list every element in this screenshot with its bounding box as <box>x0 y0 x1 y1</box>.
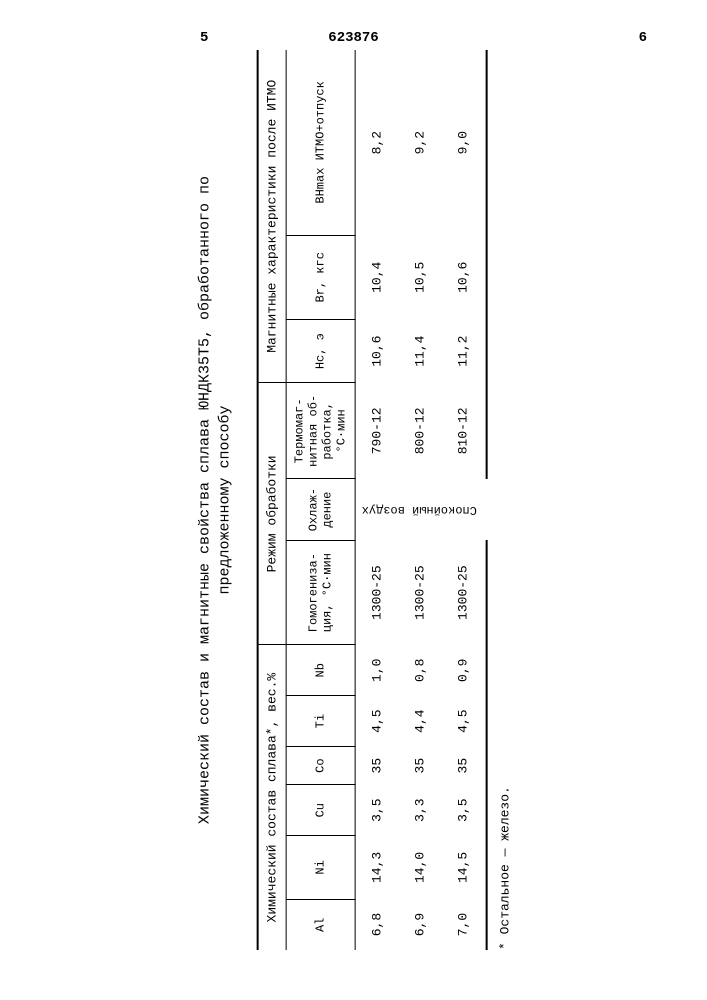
group-regime: Режим обработки <box>257 383 286 645</box>
cell: 9,0 <box>441 50 486 235</box>
cell: 10,4 <box>354 235 398 319</box>
cell: 3,3 <box>398 785 441 836</box>
cell: 6,9 <box>398 899 441 950</box>
cell: 14,5 <box>441 836 486 900</box>
col-br: Br, кгс <box>285 235 354 319</box>
page-number-center: 623876 <box>328 30 378 46</box>
cooling-cell: Спокойный воздух <box>354 479 486 541</box>
cell: 9,2 <box>398 50 441 235</box>
cell: 14,3 <box>354 836 398 900</box>
col-cool: Охлаж- дение <box>285 479 354 541</box>
cell: 10,6 <box>354 319 398 383</box>
cell: 35 <box>441 747 486 785</box>
col-homog: Гомогениза- ция, °С·мин <box>285 540 354 644</box>
page-number-left: 5 <box>200 30 208 46</box>
cell: 1300-25 <box>441 540 486 644</box>
col-hc: Hc, э <box>285 319 354 383</box>
page-number-right: 6 <box>639 30 647 46</box>
table-caption: Химический состав и магнитные свойства с… <box>195 50 236 950</box>
cell: 4,5 <box>441 696 486 747</box>
cell: 35 <box>398 747 441 785</box>
col-ni: Ni <box>285 836 354 900</box>
cell: 3,5 <box>441 785 486 836</box>
col-bh: BHmax ИТМО+отпуск <box>285 50 354 235</box>
table-row: 6,8 14,3 3,5 35 4,5 1,0 1300-25 Спокойны… <box>354 50 398 950</box>
cell: 14,0 <box>398 836 441 900</box>
cell: 10,5 <box>398 235 441 319</box>
cell: 1300-25 <box>398 540 441 644</box>
cell: 11,4 <box>398 319 441 383</box>
cell: 800-12 <box>398 383 441 479</box>
data-table: Химический состав сплава*, вес.% Режим о… <box>256 50 487 950</box>
cell: 0,8 <box>398 645 441 696</box>
cell: 1,0 <box>354 645 398 696</box>
group-magn: Магнитные характеристики после ИТМО <box>257 50 286 383</box>
col-nb: Nb <box>285 645 354 696</box>
group-chem: Химический состав сплава*, вес.% <box>257 645 286 950</box>
cell: 1300-25 <box>354 540 398 644</box>
footnote: * Остальное — железо. <box>497 50 512 950</box>
cell: 6,8 <box>354 899 398 950</box>
cooling-text: Спокойный воздух <box>361 503 476 517</box>
cell: 790-12 <box>354 383 398 479</box>
cell: 11,2 <box>441 319 486 383</box>
cell: 7,0 <box>441 899 486 950</box>
cell: 8,2 <box>354 50 398 235</box>
col-ti: Ti <box>285 696 354 747</box>
col-thermo: Термомаг- нитная об- работка, °С·мин <box>285 383 354 479</box>
col-cu: Cu <box>285 785 354 836</box>
rotated-content: Химический состав и магнитные свойства с… <box>195 50 512 950</box>
cell: 810-12 <box>441 383 486 479</box>
cell: 10,6 <box>441 235 486 319</box>
cell: 4,4 <box>398 696 441 747</box>
cell: 35 <box>354 747 398 785</box>
col-co: Co <box>285 747 354 785</box>
cell: 4,5 <box>354 696 398 747</box>
col-al: Al <box>285 899 354 950</box>
cell: 0,9 <box>441 645 486 696</box>
cell: 3,5 <box>354 785 398 836</box>
